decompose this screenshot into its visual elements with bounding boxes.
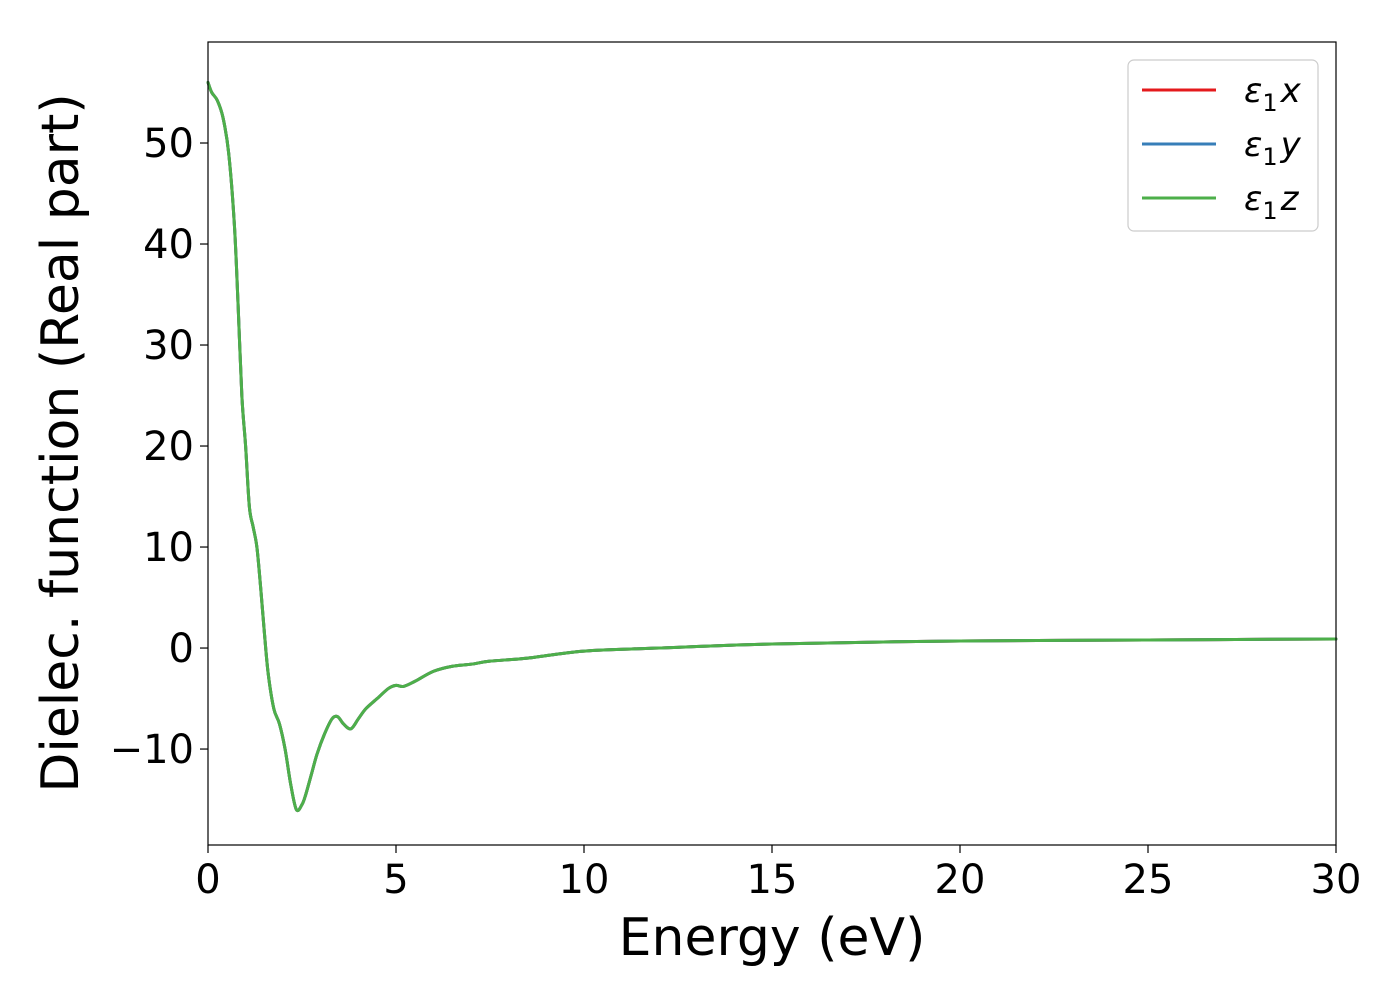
x-axis-ticks: 0 5 10 15 20 25 30	[195, 845, 1361, 903]
legend-label-1: ε1y	[1244, 125, 1302, 171]
legend-label-component: y	[1280, 125, 1302, 165]
legend-label-symbol: ε	[1244, 71, 1262, 111]
legend-label-2: ε1z	[1244, 179, 1300, 225]
legend-label-component: z	[1280, 179, 1300, 219]
y-tick-label: −10	[110, 727, 194, 773]
legend-label-component: x	[1280, 71, 1302, 111]
y-tick-label: 50	[143, 121, 194, 167]
x-tick-label: 10	[559, 857, 610, 903]
x-tick-label: 20	[935, 857, 986, 903]
y-tick-label: 10	[143, 525, 194, 571]
y-axis-title: Dielec. function (Real part)	[31, 93, 91, 792]
y-axis-ticks: −10 0 10 20 30 40 50	[110, 121, 208, 773]
legend-label-subscript: 1	[1262, 197, 1277, 225]
legend-label-symbol: ε	[1244, 125, 1262, 165]
series-layer	[206, 80, 1338, 813]
y-tick-label: 30	[143, 323, 194, 369]
x-axis-title: Energy (eV)	[619, 908, 926, 968]
y-tick-label: 40	[143, 222, 194, 268]
legend-label-symbol: ε	[1244, 179, 1262, 219]
y-tick-label: 20	[143, 424, 194, 470]
x-tick-label: 15	[747, 857, 798, 903]
x-tick-label: 0	[195, 857, 220, 903]
series-line-2	[206, 80, 1338, 813]
legend-label-subscript: 1	[1262, 143, 1277, 171]
legend-label-0: ε1x	[1244, 71, 1302, 117]
x-tick-label: 25	[1123, 857, 1174, 903]
x-tick-label: 30	[1311, 857, 1362, 903]
legend-label-subscript: 1	[1262, 89, 1277, 117]
y-tick-label: 0	[169, 626, 194, 672]
legend-frame	[1127, 59, 1319, 232]
x-tick-label: 5	[383, 857, 408, 903]
